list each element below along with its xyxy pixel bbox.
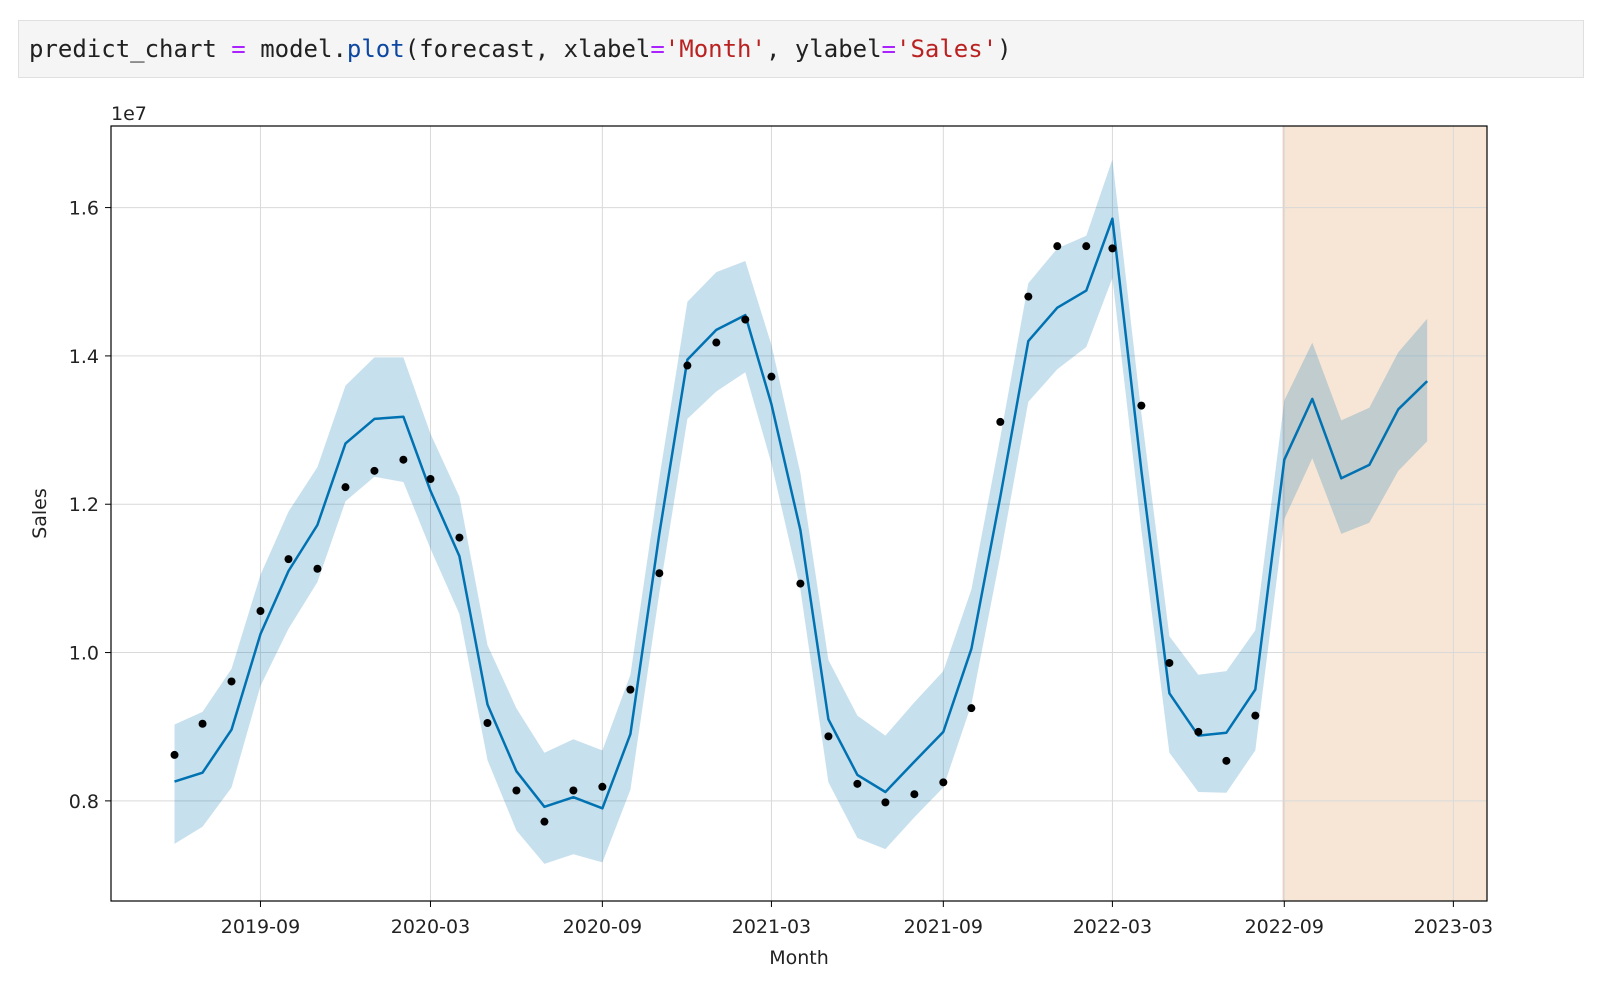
code-assign-operator: = xyxy=(216,35,261,63)
x-tick-label-1: 2020-03 xyxy=(391,916,470,938)
observed-point-18 xyxy=(683,361,692,370)
observed-point-25 xyxy=(881,798,890,807)
code-variable: predict_chart xyxy=(29,35,217,63)
observed-point-23 xyxy=(824,732,833,741)
observed-point-20 xyxy=(741,315,750,324)
observed-point-19 xyxy=(712,338,721,347)
x-tick-label-7: 2023-03 xyxy=(1414,916,1493,938)
code-function-name: plot xyxy=(346,35,405,63)
observed-point-31 xyxy=(1053,242,1062,251)
code-kwarg-equals-1: = xyxy=(650,35,665,63)
observed-point-1 xyxy=(198,719,207,728)
observed-point-10 xyxy=(455,533,464,542)
plot-frame xyxy=(110,125,1488,902)
observed-point-38 xyxy=(1251,711,1260,720)
observed-point-32 xyxy=(1082,242,1091,251)
observed-point-36 xyxy=(1194,727,1203,736)
code-string-month: 'Month' xyxy=(664,35,766,63)
observed-point-17 xyxy=(655,569,664,578)
forecast-region xyxy=(1283,126,1487,901)
observed-point-28 xyxy=(967,704,976,713)
observed-point-35 xyxy=(1165,658,1174,667)
x-tick-label-5: 2022-03 xyxy=(1073,916,1152,938)
observed-point-6 xyxy=(341,483,350,492)
observed-point-3 xyxy=(256,607,265,616)
code-cell[interactable]: predict_chart = model.plot(forecast, xla… xyxy=(18,20,1584,78)
observed-point-16 xyxy=(626,685,635,694)
y-axis-title: Sales xyxy=(29,488,51,539)
x-tick-label-6: 2022-09 xyxy=(1245,916,1324,938)
observed-point-29 xyxy=(996,417,1005,426)
observed-point-34 xyxy=(1137,401,1146,410)
x-tick-label-2: 2020-09 xyxy=(563,916,642,938)
y-tick-label-3: 1.4 xyxy=(69,346,99,368)
x-tick-label-3: 2021-03 xyxy=(732,916,811,938)
uncertainty-band xyxy=(174,159,1428,864)
observed-point-14 xyxy=(569,786,578,795)
code-close-paren: ) xyxy=(997,35,1012,63)
observed-point-26 xyxy=(910,790,919,799)
observed-point-15 xyxy=(598,782,607,791)
x-tick-label-0: 2019-09 xyxy=(221,916,300,938)
y-exponent-label: 1e7 xyxy=(111,103,147,125)
observed-point-21 xyxy=(767,372,776,381)
observed-point-30 xyxy=(1024,292,1033,301)
observed-point-27 xyxy=(939,778,948,787)
x-axis-title: Month xyxy=(769,947,829,969)
code-arguments: (forecast, xlabel xyxy=(404,35,651,63)
observed-point-37 xyxy=(1222,756,1231,765)
observed-point-24 xyxy=(853,779,862,788)
observed-point-11 xyxy=(483,719,492,728)
y-tick-label-0: 0.8 xyxy=(69,791,99,813)
observed-point-13 xyxy=(540,817,549,826)
y-tick-label-2: 1.2 xyxy=(69,494,99,516)
observed-point-9 xyxy=(426,475,435,484)
forecast-line xyxy=(174,217,1429,810)
y-tick-label-1: 1.0 xyxy=(69,643,99,665)
observed-point-7 xyxy=(370,466,379,475)
observed-point-33 xyxy=(1108,244,1117,253)
observed-point-8 xyxy=(399,455,408,464)
code-string-sales: 'Sales' xyxy=(896,35,998,63)
observed-point-22 xyxy=(796,579,805,588)
code-object: model. xyxy=(260,35,347,63)
observed-point-4 xyxy=(284,555,293,564)
code-kwarg-equals-2: = xyxy=(881,35,896,63)
observed-point-0 xyxy=(170,750,179,759)
observed-point-12 xyxy=(512,786,521,795)
observed-point-5 xyxy=(313,564,322,573)
y-tick-label-4: 1.6 xyxy=(69,198,99,220)
x-tick-label-4: 2021-09 xyxy=(904,916,983,938)
observed-point-2 xyxy=(227,677,236,686)
code-arguments-mid: , ylabel xyxy=(765,35,882,63)
